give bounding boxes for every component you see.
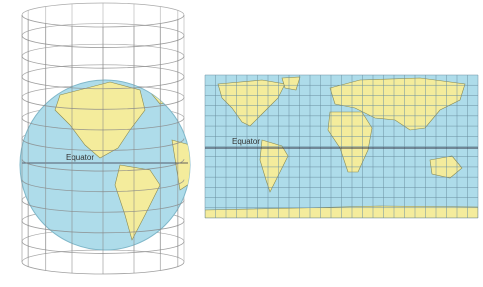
map-equator-label: Equator — [232, 137, 260, 146]
projection-diagram: Equator Equator — [0, 0, 483, 287]
globe-equator-label: Equator — [66, 153, 94, 162]
flat-map: Equator — [205, 75, 478, 218]
